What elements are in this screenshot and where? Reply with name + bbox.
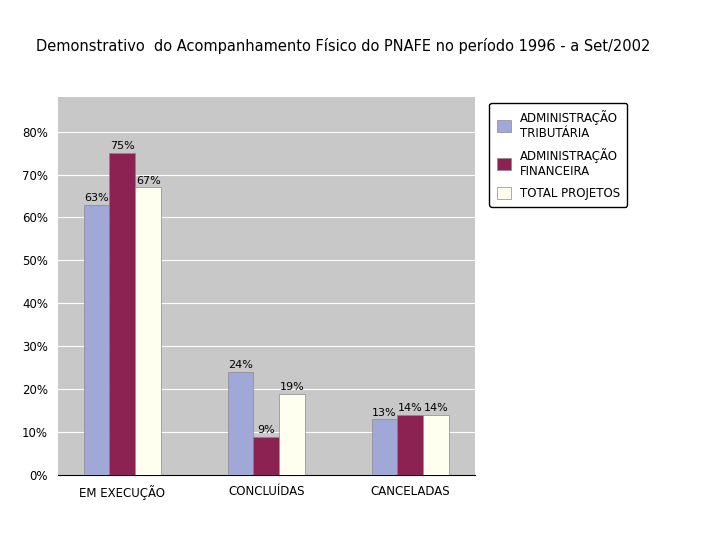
Bar [423,415,449,475]
Bar [372,420,397,475]
Text: 19%: 19% [280,382,305,392]
Legend: ADMINISTRAÇÃO
TRIBUTÁRIA, ADMINISTRAÇÃO
FINANCEIRA, TOTAL PROJETOS: ADMINISTRAÇÃO TRIBUTÁRIA, ADMINISTRAÇÃO … [490,103,627,207]
Bar [397,415,423,475]
Text: 13%: 13% [372,408,397,417]
Text: 14%: 14% [398,403,423,413]
Text: 67%: 67% [136,176,161,186]
Text: 63%: 63% [84,193,109,203]
Text: 24%: 24% [228,360,253,370]
Text: 75%: 75% [110,141,135,151]
Bar [253,436,279,475]
Bar [228,372,253,475]
Text: 9%: 9% [258,425,275,435]
Text: 14%: 14% [424,403,449,413]
Bar [279,394,305,475]
Bar [84,205,109,475]
Text: Demonstrativo  do Acompanhamento Físico do PNAFE no período 1996 - a Set/2002: Demonstrativo do Acompanhamento Físico d… [36,38,650,54]
Bar [109,153,135,475]
Bar [135,187,161,475]
